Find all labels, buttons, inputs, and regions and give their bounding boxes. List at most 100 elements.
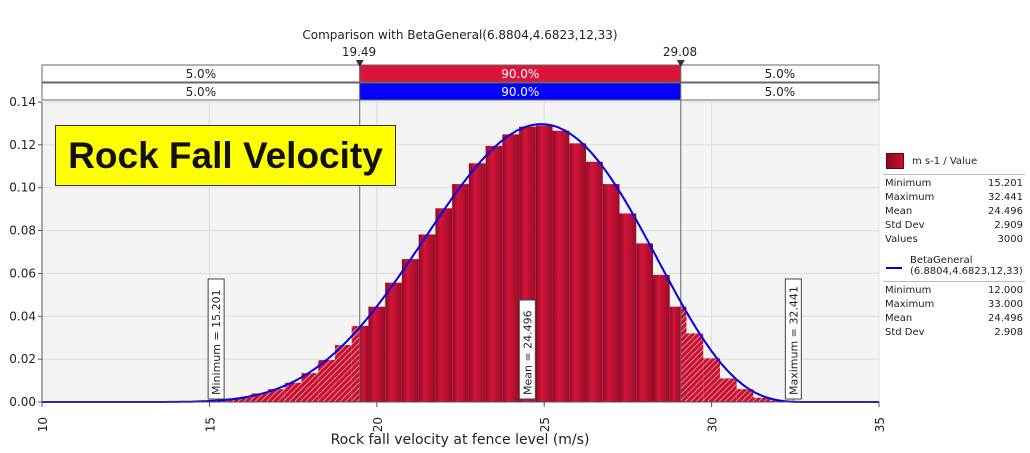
histogram-bar-segment (619, 213, 637, 402)
stat-name: Std Dev (885, 220, 925, 231)
stat-value: 32.441 (988, 192, 1023, 203)
histogram-bar (251, 393, 268, 402)
histogram-bar (485, 145, 503, 402)
y-tick-label: 0.00 (9, 395, 36, 409)
legend-stat-row: Maximum 32.441 (883, 191, 1025, 205)
histogram-bar-segment (485, 145, 503, 402)
stat-value: 24.496 (988, 313, 1023, 324)
x-tick-label: 25 (538, 417, 552, 432)
legend-stat-row: Values 3000 (883, 233, 1025, 247)
histogram-bar (385, 282, 402, 402)
band-input-label: 5.0% (186, 67, 217, 81)
stat-value: 2.908 (994, 327, 1023, 338)
legend-input-label: m s-1 / Value (912, 155, 978, 167)
histogram-bar-segment (284, 382, 302, 402)
stat-name: Mean (885, 313, 913, 324)
x-tick-label: 35 (873, 417, 887, 432)
band-fit-label: 5.0% (765, 85, 796, 99)
legend-stat-row: Mean 24.496 (883, 312, 1025, 326)
histogram-bar-segment (301, 373, 319, 402)
histogram-bar-segment (368, 306, 386, 402)
stat-name: Maximum (885, 299, 935, 310)
fit-line-icon (886, 267, 902, 269)
legend-fit-label: BetaGeneral (910, 255, 973, 266)
right-delimiter-value: 29.08 (663, 45, 697, 59)
histogram-bar (368, 306, 386, 402)
marker-box (207, 278, 225, 400)
y-tick-label: 0.10 (9, 181, 36, 195)
histogram-bar-segment (552, 130, 570, 402)
band-input-segment (680, 64, 880, 83)
histogram-bar-segment (753, 397, 771, 402)
stat-name: Minimum (885, 178, 932, 189)
histogram-bar (719, 378, 737, 402)
histogram-bar-segment (680, 306, 687, 402)
histogram-bar-segment (359, 325, 369, 402)
left-delimiter-value: 19.49 (342, 45, 376, 59)
y-tick-label: 0.06 (9, 266, 36, 280)
histogram-bar-segment (653, 274, 670, 402)
stat-name: Std Dev (885, 327, 925, 338)
input-swatch-icon (886, 153, 904, 169)
stat-value: 3000 (997, 234, 1023, 245)
histogram-bar-segment (535, 125, 553, 403)
histogram-bar-segment (502, 134, 520, 402)
band-input-label: 90.0% (501, 67, 539, 81)
histogram-bar-segment (418, 234, 436, 402)
histogram-bar (619, 213, 637, 402)
stat-value: 12.000 (988, 285, 1023, 296)
histogram-bar (586, 161, 603, 402)
stat-value: 2.909 (994, 220, 1023, 231)
histogram-bar-segment (452, 184, 469, 402)
legend-stat-row: Std Dev 2.909 (883, 219, 1025, 233)
histogram-bar-segment (334, 345, 352, 402)
delimiter-handle-icon[interactable] (355, 60, 364, 67)
legend-fit-params: (6.8804,4.6823,12,33) (910, 266, 1023, 277)
histogram-bar (284, 382, 302, 402)
histogram-bar (552, 130, 570, 402)
histogram-bar-segment (351, 325, 360, 402)
stat-value: 15.201 (988, 178, 1023, 189)
x-axis-label: Rock fall velocity at fence level (m/s) (331, 432, 590, 448)
histogram-bar-segment (435, 208, 453, 402)
x-tick-label: 20 (371, 417, 385, 432)
histogram-bar (351, 325, 369, 402)
legend: m s-1 / Value Minimum 15.201 Maximum 32.441… (883, 150, 1025, 340)
histogram-bar-segment (569, 143, 587, 402)
histogram-bar-segment (703, 358, 720, 402)
histogram-bar-segment (636, 243, 654, 402)
histogram-bar (502, 134, 520, 402)
band-input-label: 5.0% (765, 67, 796, 81)
histogram-bar (334, 345, 352, 402)
histogram-bar (401, 259, 419, 402)
histogram-bar-segment (669, 306, 681, 402)
band-fit-label: 90.0% (501, 85, 539, 99)
histogram-bar (318, 360, 335, 402)
marker-label: Minimum = 15.201 (210, 289, 223, 395)
legend-stat-row: Minimum 15.201 (883, 177, 1025, 191)
histogram-bar-segment (401, 259, 419, 402)
histogram-bar (452, 184, 469, 402)
histogram-bar-segment (267, 389, 285, 402)
histogram-bar (535, 125, 553, 403)
stat-name: Minimum (885, 285, 932, 296)
stat-name: Values (885, 234, 918, 245)
marker-label: Maximum = 32.441 (787, 286, 800, 395)
y-tick-label: 0.04 (9, 309, 36, 323)
delimiter-handle-icon[interactable] (676, 60, 685, 67)
histogram-bar (301, 373, 319, 402)
legend-stat-row: Maximum 33.000 (883, 298, 1025, 312)
stat-name: Maximum (885, 192, 935, 203)
histogram-bar (686, 333, 704, 402)
histogram-bar (753, 397, 771, 402)
histogram-bar (468, 163, 486, 402)
histogram-bar-segment (234, 397, 252, 402)
y-tick-label: 0.14 (9, 95, 36, 109)
histogram-bar-segment (719, 378, 737, 402)
histogram-bar (669, 306, 687, 402)
y-tick-label: 0.12 (9, 138, 36, 152)
histogram-bar-segment (736, 389, 754, 402)
histogram-bar (602, 184, 620, 402)
histogram-bar-segment (318, 360, 335, 402)
marker-label: Mean = 24.496 (521, 310, 534, 395)
